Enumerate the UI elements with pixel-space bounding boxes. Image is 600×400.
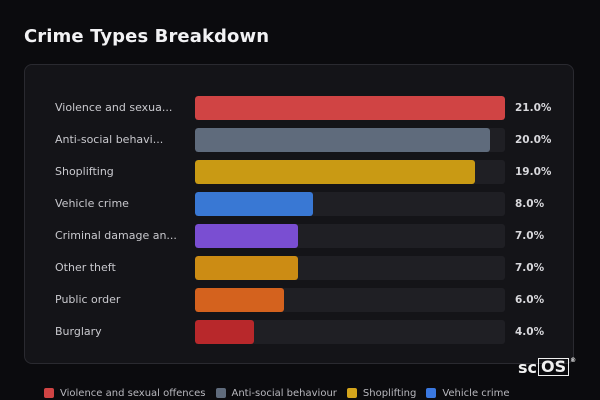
value-label: 21.0% [515,102,552,114]
bar-track [195,320,505,344]
page-title: Crime Types Breakdown [24,26,270,47]
bar [195,160,475,184]
legend-label: Violence and sexual offences [60,387,206,399]
bar [195,320,254,344]
legend-label: Shoplifting [362,387,417,399]
category-label: Anti-social behavi... [55,133,164,146]
value-label: 8.0% [515,198,545,210]
bar [195,288,284,312]
value-label: 7.0% [515,262,545,274]
bar-track [195,160,505,184]
category-label: Other theft [55,261,116,274]
chart-panel: Violence and sexua... 21.0% Anti-social be… [24,64,574,364]
category-label: Vehicle crime [55,197,129,210]
legend-label: Vehicle crime [442,387,510,399]
chart-row: Criminal damage an... 7.0% [25,224,575,248]
registered-mark: ® [570,357,577,364]
chart-row: Anti-social behavi... 20.0% [25,128,575,152]
legend-swatch [426,388,437,398]
bar-track [195,256,505,280]
bar-track [195,192,505,216]
logo-boxed-text: OS [538,358,570,376]
bar [195,192,313,216]
legend-item: Shoplifting [346,387,417,399]
value-label: 7.0% [515,230,545,242]
value-label: 6.0% [515,294,545,306]
chart-row: Violence and sexua... 21.0% [25,96,575,120]
chart-row: Vehicle crime 8.0% [25,192,575,216]
category-label: Burglary [55,325,102,338]
legend-swatch [346,388,357,398]
chart-row: Burglary 4.0% [25,320,575,344]
bar-track [195,128,505,152]
bar [195,224,298,248]
legend-swatch [44,388,54,398]
category-label: Shoplifting [55,165,114,178]
bar-track [195,96,505,120]
legend-swatch [215,388,226,398]
legend-item: Violence and sexual offences [44,388,206,399]
bar-track [195,224,505,248]
chart-row: Other theft 7.0% [25,256,575,280]
category-label: Public order [55,293,121,306]
scos-logo: sc OS ® [518,357,576,377]
value-label: 19.0% [515,166,552,178]
bar-track [195,288,505,312]
chart-row: Public order 6.0% [25,288,575,312]
bar [195,96,505,120]
value-label: 4.0% [515,326,545,338]
chart-legend: Violence and sexual offences Anti-social … [44,386,520,400]
legend-item: Vehicle crime [426,387,510,399]
logo-text: sc [518,357,538,377]
bar [195,128,490,152]
chart-row: Shoplifting 19.0% [25,160,575,184]
value-label: 20.0% [515,134,552,146]
legend-item: Anti-social behaviour [215,387,337,399]
category-label: Violence and sexua... [55,101,173,114]
bar [195,256,298,280]
category-label: Criminal damage an... [55,229,177,242]
legend-label: Anti-social behaviour [231,387,337,399]
